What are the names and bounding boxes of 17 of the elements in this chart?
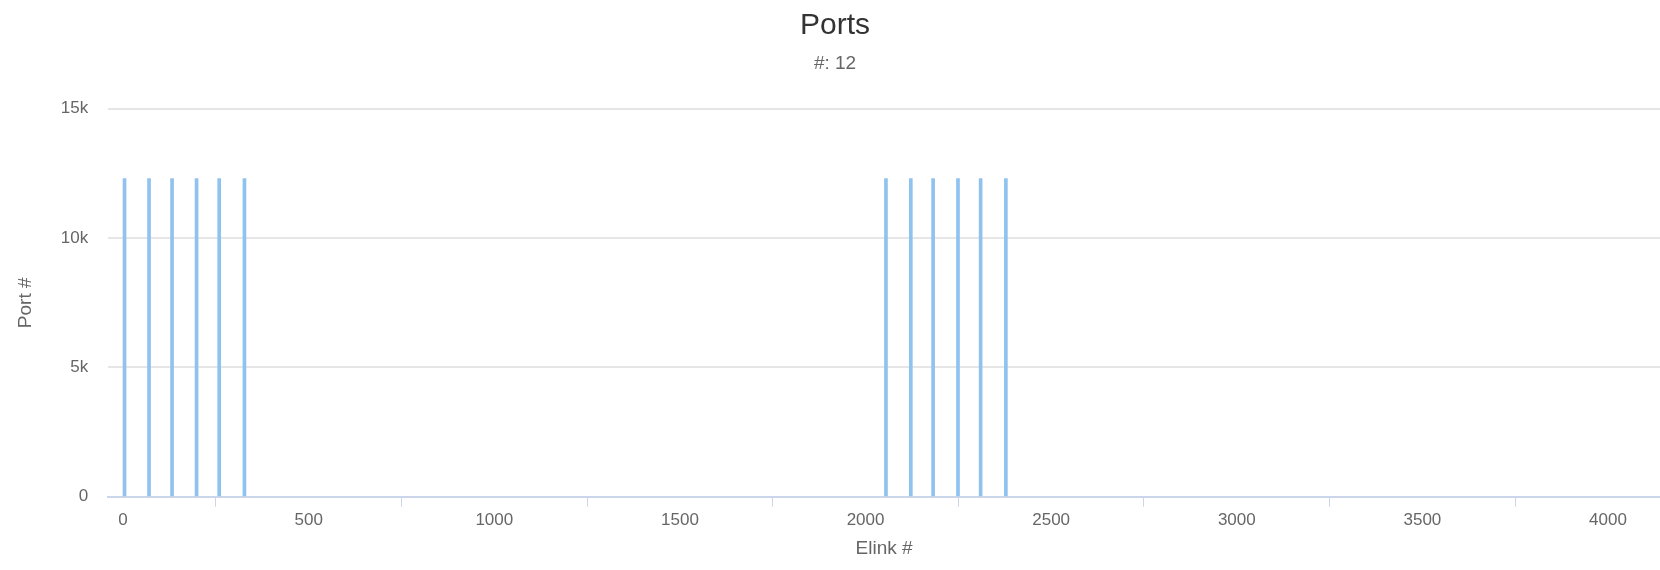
x-tick-label: 2500	[1032, 509, 1071, 529]
chart-title: Ports	[799, 7, 871, 41]
x-tick-label: 1500	[661, 509, 699, 529]
x-axis-title: Elink #	[855, 536, 914, 558]
y-axis-title: Port #	[13, 277, 35, 329]
x-tick-label: 4000	[1589, 509, 1627, 529]
y-tick-label: 5k	[70, 357, 89, 377]
x-tick-label: 3500	[1403, 509, 1442, 529]
x-tick-label: 3000	[1217, 509, 1256, 529]
chart-subtitle: #: 12	[813, 51, 857, 73]
y-tick-label: 10k	[60, 227, 89, 247]
x-tick-label: 0	[118, 509, 128, 529]
y-tick-label: 15k	[60, 98, 89, 118]
x-tick-label: 2000	[846, 509, 885, 529]
x-tick-label: 1000	[475, 509, 514, 529]
x-tick-label: 500	[294, 509, 323, 529]
y-tick-label: 0	[78, 486, 89, 506]
